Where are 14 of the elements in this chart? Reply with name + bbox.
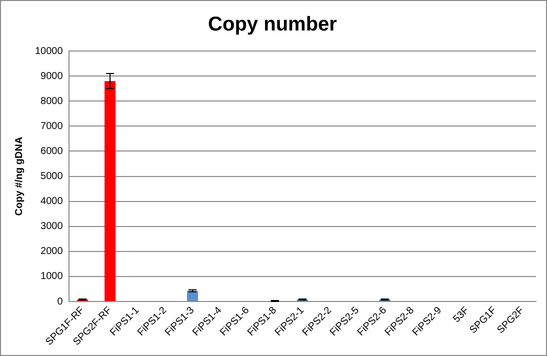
y-tick-label: 0 [57, 296, 64, 308]
y-axis-title: Copy #/ng gDNA [14, 136, 25, 216]
y-tick-label: 10000 [34, 46, 64, 57]
y-tick-label: 3000 [40, 221, 64, 232]
y-tick-label: 4000 [40, 196, 64, 208]
x-tick-label: 53F [451, 305, 472, 326]
y-tick-label: 8000 [40, 96, 64, 107]
y-tick-label: 9000 [40, 70, 64, 82]
y-tick-label: 7000 [40, 120, 64, 132]
chart-title: Copy number [208, 14, 338, 36]
y-tick-label: 1000 [40, 271, 64, 282]
y-tick-label: 5000 [40, 171, 64, 182]
y-tick-label: 2000 [40, 246, 64, 258]
y-tick-label: 6000 [40, 146, 64, 157]
